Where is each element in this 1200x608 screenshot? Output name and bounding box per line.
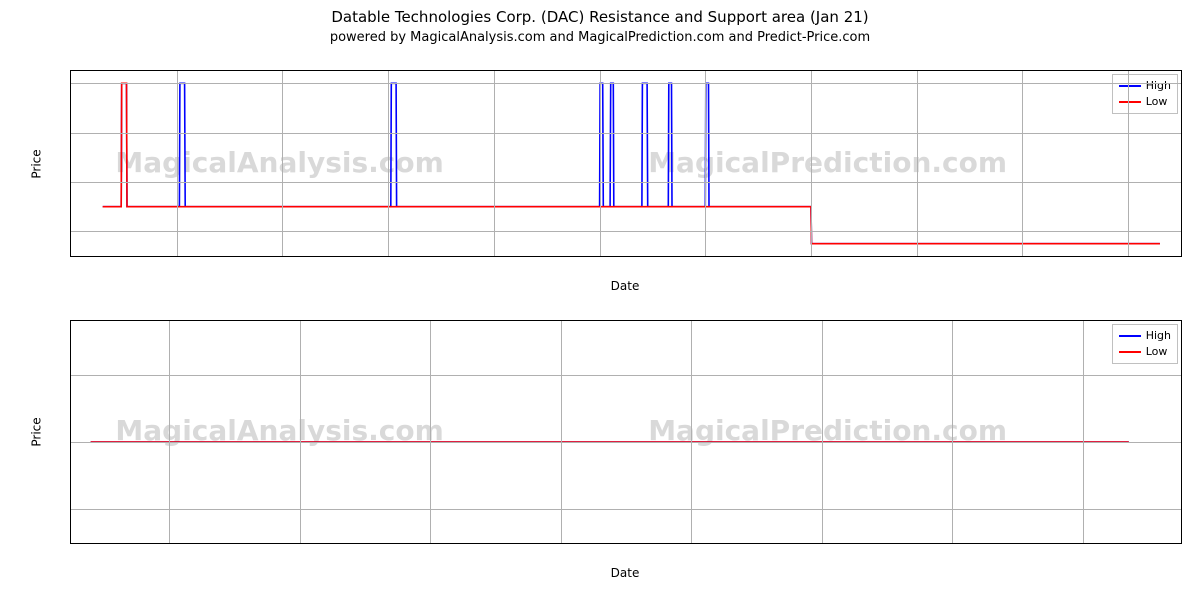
- gridline: [917, 71, 918, 256]
- top-chart: MagicalAnalysis.com MagicalPrediction.co…: [70, 70, 1182, 257]
- gridline: [169, 321, 170, 543]
- gridline: [1128, 71, 1129, 256]
- legend: High Low: [1112, 324, 1178, 364]
- gridline: [71, 375, 1181, 376]
- ytick-label: 0.08: [70, 126, 71, 139]
- gridline: [71, 442, 1181, 443]
- legend-swatch-high: [1119, 85, 1141, 87]
- xtick-label: 2024-10-01: [137, 543, 201, 544]
- gridline: [71, 182, 1181, 183]
- top-chart-series: [71, 71, 1181, 256]
- gridline: [71, 231, 1181, 232]
- xtick-label: 2025-01-01: [921, 543, 985, 544]
- legend-label: High: [1146, 328, 1171, 344]
- legend-item-low: Low: [1119, 344, 1171, 360]
- y-axis-label: Price: [30, 149, 44, 178]
- gridline: [71, 133, 1181, 134]
- y-axis-label: Price: [30, 417, 44, 446]
- xtick-label: 2024-09: [894, 256, 940, 257]
- ytick-label: 0.035: [70, 436, 71, 449]
- ytick-label: 0.04: [70, 225, 71, 238]
- xtick-label: 2023-07: [154, 256, 200, 257]
- gridline: [1022, 71, 1023, 256]
- gridline: [430, 321, 431, 543]
- gridline: [811, 71, 812, 256]
- legend-label: High: [1146, 78, 1171, 94]
- gridline: [494, 71, 495, 256]
- line-series: [103, 83, 1160, 243]
- xtick-label: 2024-12-15: [790, 543, 854, 544]
- xtick-label: 2024-03: [577, 256, 623, 257]
- ytick-label: 0.034: [70, 503, 71, 516]
- xtick-label: 2025-01-15: [1051, 543, 1115, 544]
- legend-swatch-high: [1119, 335, 1141, 337]
- bottom-chart-wrap: MagicalAnalysis.com MagicalPrediction.co…: [70, 320, 1180, 544]
- gridline: [300, 321, 301, 543]
- x-axis-label: Date: [611, 279, 640, 293]
- xtick-label: 2024-05: [682, 256, 728, 257]
- ytick-label: 0.036: [70, 368, 71, 381]
- chart-title: Datable Technologies Corp. (DAC) Resista…: [0, 8, 1200, 26]
- gridline: [952, 321, 953, 543]
- xtick-label: 2024-12-01: [659, 543, 723, 544]
- legend-item-high: High: [1119, 78, 1171, 94]
- xtick-label: 2024-11: [999, 256, 1045, 257]
- chart-container: Datable Technologies Corp. (DAC) Resista…: [0, 8, 1200, 608]
- gridline: [691, 321, 692, 543]
- ytick-label: 0.06: [70, 176, 71, 189]
- xtick-label: 2023-11: [365, 256, 411, 257]
- xtick-label: 2024-11-01: [398, 543, 462, 544]
- gridline: [177, 71, 178, 256]
- legend-item-high: High: [1119, 328, 1171, 344]
- legend-swatch-low: [1119, 351, 1141, 353]
- xtick-label: 2023-09: [259, 256, 305, 257]
- legend-label: Low: [1146, 344, 1168, 360]
- xtick-label: 2025-01: [1105, 256, 1151, 257]
- gridline: [282, 71, 283, 256]
- legend-swatch-low: [1119, 101, 1141, 103]
- xtick-label: 2024-01: [471, 256, 517, 257]
- top-chart-wrap: MagicalAnalysis.com MagicalPrediction.co…: [70, 70, 1180, 257]
- legend-item-low: Low: [1119, 94, 1171, 110]
- chart-subtitle: powered by MagicalAnalysis.com and Magic…: [0, 30, 1200, 45]
- bottom-chart: MagicalAnalysis.com MagicalPrediction.co…: [70, 320, 1182, 544]
- xtick-label: 2024-10-15: [268, 543, 332, 544]
- x-axis-label: Date: [611, 566, 640, 580]
- line-series: [103, 83, 1160, 243]
- ytick-label: 0.10: [70, 77, 71, 90]
- xtick-label: 2024-11-15: [529, 543, 593, 544]
- legend: High Low: [1112, 74, 1178, 114]
- gridline: [71, 509, 1181, 510]
- gridline: [388, 71, 389, 256]
- gridline: [822, 321, 823, 543]
- xtick-label: 2024-07: [788, 256, 834, 257]
- gridline: [71, 83, 1181, 84]
- gridline: [600, 71, 601, 256]
- gridline: [561, 321, 562, 543]
- gridline: [705, 71, 706, 256]
- gridline: [1083, 321, 1084, 543]
- legend-label: Low: [1146, 94, 1168, 110]
